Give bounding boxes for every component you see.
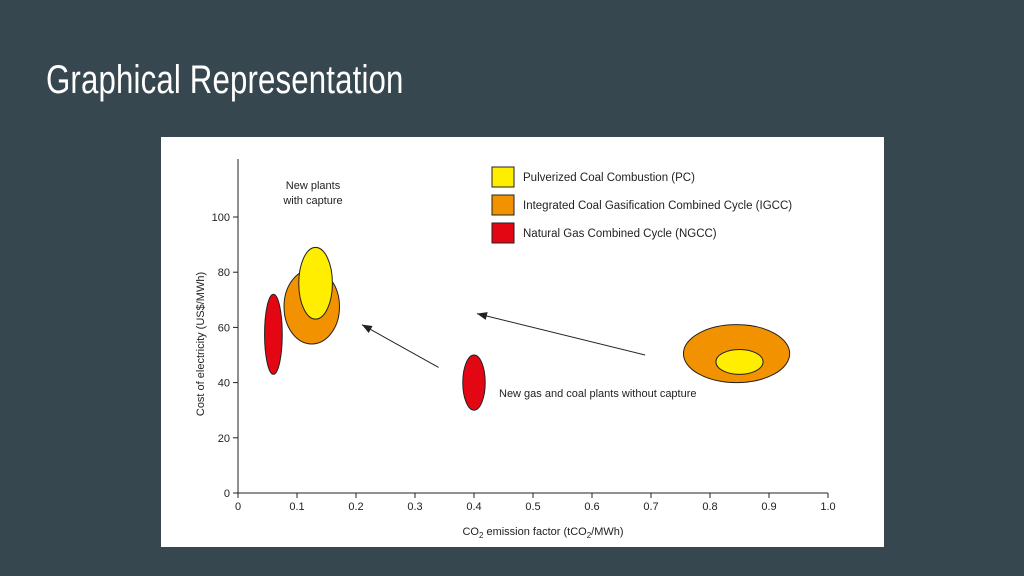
- y-tick-label: 20: [218, 433, 230, 445]
- annotation-without-capture: New gas and coal plants without capture: [499, 388, 697, 400]
- x-tick-label: 1.0: [820, 501, 835, 513]
- legend-label-pc: Pulverized Coal Combustion (PC): [523, 172, 695, 184]
- y-tick-label: 100: [212, 212, 230, 224]
- arrow-coal-shaft: [476, 313, 646, 356]
- y-tick-label: 80: [218, 267, 230, 279]
- pc-with-capture-region: [298, 246, 333, 320]
- ngcc-with-capture-region: [264, 293, 283, 375]
- y-axis-label: Cost of electricity (US$/MWh): [195, 272, 207, 416]
- emission-cost-chart: 0 0.1 0.2 0.3 0.4 0.5 0.6 0.7 0.8 0.9 1.0 0 20 40 60 80…: [195, 159, 836, 540]
- legend: Pulverized Coal Combustion (PC) Integrat…: [491, 166, 792, 244]
- x-tick-label: 0.4: [466, 501, 481, 513]
- x-tick-label: 0.2: [348, 501, 363, 513]
- ticks-layer: 0 0.1 0.2 0.3 0.4 0.5 0.6 0.7 0.8 0.9 1.0 0 20 40 60 80…: [212, 212, 836, 513]
- legend-label-igcc: Integrated Coal Gasification Combined Cy…: [523, 200, 792, 212]
- x-tick-label: 0: [235, 501, 241, 513]
- chart-panel: 0 0.1 0.2 0.3 0.4 0.5 0.6 0.7 0.8 0.9 1.0 0 20 40 60 80…: [161, 137, 884, 547]
- annotation-with-capture-line-2: with capture: [282, 195, 342, 207]
- y-tick-label: 60: [218, 322, 230, 334]
- x-axis-label: CO2 emission factor (tCO2/MWh): [462, 526, 623, 540]
- x-tick-label: 0.1: [289, 501, 304, 513]
- arrow-gas-head: [361, 324, 373, 334]
- legend-swatch-ngcc: [491, 222, 515, 244]
- x-label-part-b: emission factor (tCO: [483, 526, 587, 538]
- arrows-layer: [361, 312, 646, 368]
- x-tick-label: 0.8: [702, 501, 717, 513]
- x-label-part-c: /MWh): [591, 526, 623, 538]
- ngcc-without-capture-region: [462, 354, 486, 411]
- arrow-coal-head: [476, 312, 488, 320]
- legend-swatch-pc: [491, 166, 515, 188]
- x-tick-label: 0.3: [407, 501, 422, 513]
- arrow-gas-shaft: [361, 324, 439, 368]
- annotation-with-capture-line-1: New plants: [286, 180, 341, 192]
- x-label-sub-2: 2: [587, 531, 592, 540]
- x-label-part-a: CO: [462, 526, 479, 538]
- x-tick-label: 0.5: [525, 501, 540, 513]
- x-tick-label: 0.9: [761, 501, 776, 513]
- x-tick-label: 0.7: [643, 501, 658, 513]
- x-tick-label: 0.6: [584, 501, 599, 513]
- y-tick-label: 40: [218, 378, 230, 390]
- slide-title: Graphical Representation: [46, 58, 404, 102]
- legend-label-ngcc: Natural Gas Combined Cycle (NGCC): [523, 228, 717, 240]
- regions-layer: [264, 246, 791, 411]
- x-label-sub-1: 2: [479, 531, 484, 540]
- pc-without-capture-region: [715, 348, 764, 375]
- legend-swatch-igcc: [491, 194, 515, 216]
- y-tick-label: 0: [224, 488, 230, 500]
